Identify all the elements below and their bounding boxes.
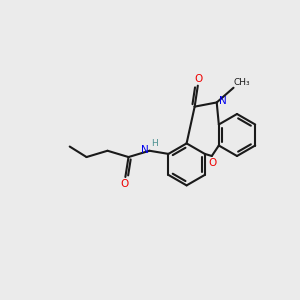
Text: CH₃: CH₃ xyxy=(233,78,250,87)
Text: O: O xyxy=(209,158,217,168)
Text: N: N xyxy=(219,96,226,106)
Text: N: N xyxy=(141,145,148,155)
Text: O: O xyxy=(120,179,128,189)
Text: H: H xyxy=(152,139,158,148)
Text: O: O xyxy=(195,74,203,84)
